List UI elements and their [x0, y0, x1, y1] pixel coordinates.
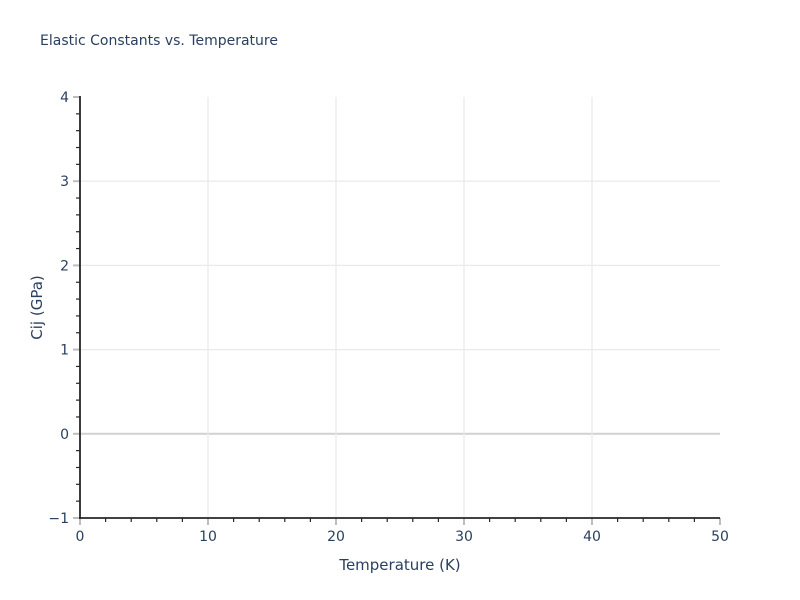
x-tick-label: 10	[199, 529, 217, 545]
y-tick-label: −1	[48, 511, 69, 527]
y-tick-label: 4	[60, 90, 69, 106]
x-tick-label: 50	[711, 529, 729, 545]
x-axis-label: Temperature (K)	[338, 556, 460, 574]
y-tick-label: 0	[60, 427, 69, 443]
x-tick-label: 20	[327, 529, 345, 545]
x-tick-label: 30	[455, 529, 473, 545]
y-axis-label: Cij (GPa)	[28, 275, 46, 339]
y-tick-label: 2	[60, 258, 69, 274]
x-tick-label: 0	[76, 529, 85, 545]
y-tick-label: 1	[60, 343, 69, 359]
x-tick-label: 40	[583, 529, 601, 545]
chart-title: Elastic Constants vs. Temperature	[40, 33, 278, 49]
y-tick-label: 3	[60, 174, 69, 190]
